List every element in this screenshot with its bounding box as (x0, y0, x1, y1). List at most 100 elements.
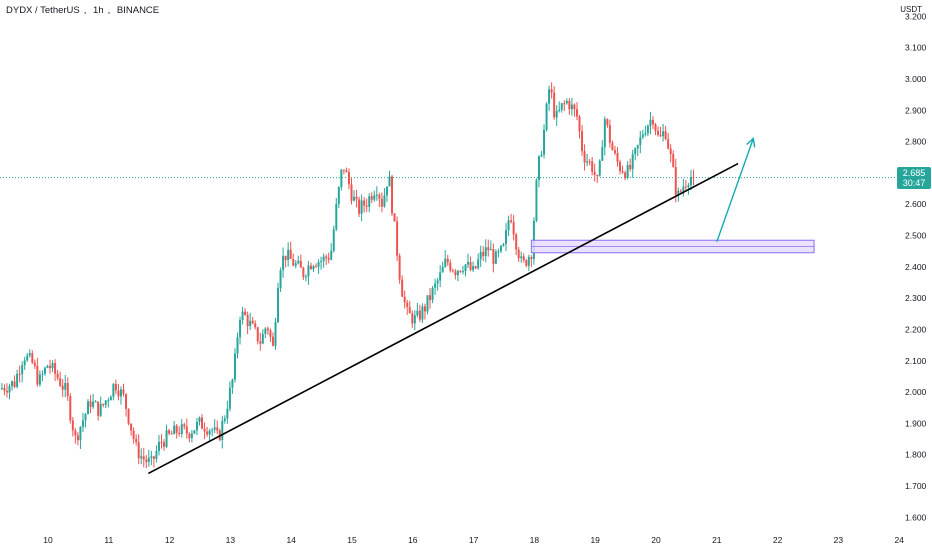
candle[interactable] (502, 242, 505, 247)
candle[interactable] (203, 422, 206, 440)
candle[interactable] (459, 270, 462, 273)
candle[interactable] (287, 242, 290, 267)
candle[interactable] (664, 125, 667, 141)
candle[interactable] (403, 290, 406, 309)
candle[interactable] (370, 192, 373, 203)
candle[interactable] (540, 150, 543, 158)
candle[interactable] (416, 302, 419, 318)
candle[interactable] (76, 432, 79, 446)
candle[interactable] (558, 101, 561, 113)
candle[interactable] (408, 300, 411, 314)
candle[interactable] (195, 417, 198, 436)
candle[interactable] (568, 98, 571, 115)
candle[interactable] (649, 111, 652, 135)
candle[interactable] (5, 383, 8, 398)
candle[interactable] (398, 253, 401, 284)
candle[interactable] (487, 239, 490, 257)
candle[interactable] (581, 125, 584, 156)
candle[interactable] (611, 140, 614, 151)
candle[interactable] (659, 126, 662, 138)
candle[interactable] (527, 254, 530, 271)
candle[interactable] (150, 450, 153, 466)
candle[interactable] (657, 126, 660, 137)
candle[interactable] (97, 401, 100, 421)
candle[interactable] (140, 448, 143, 465)
candle[interactable] (332, 225, 335, 253)
candle[interactable] (79, 426, 82, 449)
candle[interactable] (573, 103, 576, 117)
candle[interactable] (363, 197, 366, 213)
candle[interactable] (535, 178, 538, 223)
candle[interactable] (46, 364, 49, 369)
candle[interactable] (469, 256, 472, 272)
candle[interactable] (454, 268, 457, 280)
candle[interactable] (89, 395, 92, 413)
candle[interactable] (337, 186, 340, 208)
candle[interactable] (358, 196, 361, 218)
trend-line[interactable] (147, 162, 739, 475)
candle[interactable] (667, 133, 670, 150)
candle[interactable] (472, 261, 475, 273)
candle[interactable] (266, 326, 269, 335)
candle[interactable] (254, 320, 257, 330)
candle[interactable] (249, 312, 252, 330)
candle[interactable] (439, 265, 442, 288)
candle[interactable] (312, 264, 315, 272)
candle[interactable] (396, 216, 399, 262)
candle[interactable] (145, 455, 148, 469)
candle[interactable] (160, 434, 163, 449)
candle[interactable] (418, 304, 421, 323)
candle[interactable] (619, 159, 622, 175)
candle[interactable] (231, 378, 234, 394)
candle[interactable] (201, 414, 204, 430)
candle[interactable] (353, 190, 356, 202)
candle[interactable] (71, 416, 74, 437)
time-axis[interactable]: 10 11 12 13 14 15 16 17 18 19 20 21 22 23 24 (43, 535, 904, 545)
candle[interactable] (299, 254, 302, 268)
candle[interactable] (188, 432, 191, 443)
candle[interactable] (391, 174, 394, 216)
candle[interactable] (492, 243, 495, 273)
candle[interactable] (598, 159, 601, 177)
candle[interactable] (327, 252, 330, 264)
candle[interactable] (274, 317, 277, 350)
candle[interactable] (125, 393, 128, 417)
candle[interactable] (18, 365, 21, 383)
candle[interactable] (33, 359, 36, 369)
candle[interactable] (588, 158, 591, 166)
candle[interactable] (41, 370, 44, 382)
candle[interactable] (132, 427, 135, 444)
candle[interactable] (596, 174, 599, 183)
candle[interactable] (147, 449, 150, 467)
candle[interactable] (413, 310, 416, 331)
candle[interactable] (624, 170, 627, 181)
candle[interactable] (175, 423, 178, 439)
candle[interactable] (646, 124, 649, 137)
candle[interactable] (621, 165, 624, 174)
candle[interactable] (555, 105, 558, 126)
candle[interactable] (651, 116, 654, 130)
candle[interactable] (520, 251, 523, 263)
candle[interactable] (342, 169, 345, 175)
candle[interactable] (603, 116, 606, 156)
candle[interactable] (689, 169, 692, 191)
candle[interactable] (294, 259, 297, 269)
candle[interactable] (211, 427, 214, 437)
candle[interactable] (672, 150, 675, 168)
candle[interactable] (578, 114, 581, 139)
candle[interactable] (499, 244, 502, 254)
candle[interactable] (525, 259, 528, 268)
candle[interactable] (49, 359, 52, 374)
candle[interactable] (74, 428, 77, 444)
candle[interactable] (553, 86, 556, 120)
candle[interactable] (347, 168, 350, 190)
candle[interactable] (168, 428, 171, 436)
candle[interactable] (31, 350, 34, 364)
candle[interactable] (662, 123, 665, 142)
candle[interactable] (213, 419, 216, 434)
candle[interactable] (517, 246, 520, 262)
timeframe-label[interactable]: 1h (93, 5, 104, 16)
candle[interactable] (223, 415, 226, 424)
candle[interactable] (208, 428, 211, 441)
candle[interactable] (674, 158, 677, 203)
